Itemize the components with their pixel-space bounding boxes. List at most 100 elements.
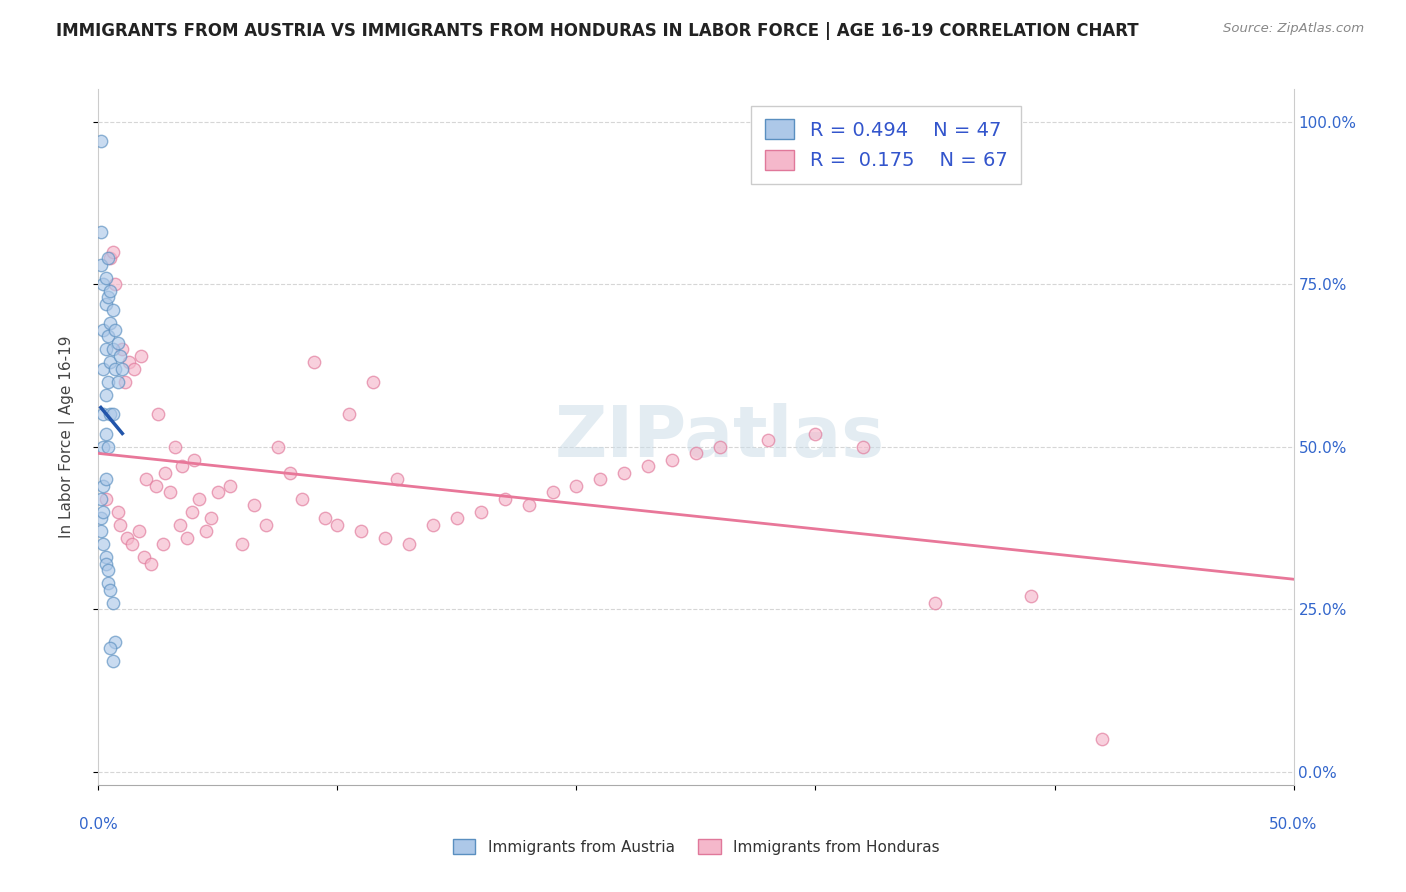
Text: ZIPatlas: ZIPatlas xyxy=(555,402,884,472)
Point xyxy=(163,440,186,454)
Point xyxy=(661,453,683,467)
Point xyxy=(709,440,731,454)
Point xyxy=(98,582,122,597)
Point xyxy=(374,531,396,545)
Point xyxy=(148,407,170,421)
Point xyxy=(302,355,325,369)
Point xyxy=(91,323,114,337)
Point xyxy=(107,505,129,519)
Point xyxy=(200,511,222,525)
Point xyxy=(517,499,540,513)
Point xyxy=(195,524,218,539)
Point xyxy=(104,277,127,292)
Point xyxy=(90,511,112,525)
Text: IMMIGRANTS FROM AUSTRIA VS IMMIGRANTS FROM HONDURAS IN LABOR FORCE | AGE 16-19 C: IMMIGRANTS FROM AUSTRIA VS IMMIGRANTS FR… xyxy=(56,22,1139,40)
Point xyxy=(94,550,117,565)
Point xyxy=(97,252,120,266)
Point xyxy=(90,225,112,239)
Point xyxy=(91,505,114,519)
Point xyxy=(94,297,117,311)
Point xyxy=(152,537,174,551)
Point xyxy=(107,375,129,389)
Point xyxy=(104,323,127,337)
Point xyxy=(291,491,314,506)
Point xyxy=(101,244,124,259)
Point xyxy=(94,343,117,357)
Text: Source: ZipAtlas.com: Source: ZipAtlas.com xyxy=(1223,22,1364,36)
Point xyxy=(398,537,420,551)
Point xyxy=(118,355,141,369)
Point xyxy=(101,343,124,357)
Point xyxy=(172,459,194,474)
Point xyxy=(108,349,131,363)
Point xyxy=(541,485,564,500)
Point xyxy=(94,472,117,486)
Point xyxy=(470,505,492,519)
Point xyxy=(685,446,707,460)
Point xyxy=(350,524,373,539)
Point xyxy=(111,343,134,357)
Point xyxy=(231,537,253,551)
Point xyxy=(98,284,122,298)
Point xyxy=(132,550,155,565)
Point xyxy=(924,596,946,610)
Point xyxy=(90,491,112,506)
Point xyxy=(128,524,150,539)
Point xyxy=(756,434,779,448)
Point xyxy=(446,511,468,525)
Point xyxy=(91,537,114,551)
Point xyxy=(565,479,588,493)
Point xyxy=(91,361,114,376)
Point xyxy=(267,440,290,454)
Point xyxy=(1019,590,1042,604)
Point xyxy=(135,472,157,486)
Point xyxy=(326,517,349,532)
Point xyxy=(339,407,361,421)
Point xyxy=(114,375,136,389)
Point xyxy=(98,316,122,330)
Point xyxy=(97,329,120,343)
Text: 0.0%: 0.0% xyxy=(79,817,118,832)
Point xyxy=(97,576,120,591)
Point xyxy=(107,335,129,350)
Point xyxy=(101,303,124,318)
Point xyxy=(90,258,112,272)
Point xyxy=(1091,732,1114,747)
Point xyxy=(91,277,114,292)
Point xyxy=(243,499,266,513)
Point xyxy=(852,440,875,454)
Point xyxy=(124,361,146,376)
Point xyxy=(90,134,112,148)
Point xyxy=(94,491,117,506)
Point xyxy=(98,252,122,266)
Point xyxy=(111,361,134,376)
Point xyxy=(94,388,117,402)
Point xyxy=(613,466,636,480)
Point xyxy=(207,485,229,500)
Point xyxy=(139,557,162,571)
Point xyxy=(315,511,337,525)
Point xyxy=(422,517,444,532)
Point xyxy=(98,641,122,656)
Point xyxy=(804,426,827,441)
Point xyxy=(101,654,124,668)
Point xyxy=(254,517,277,532)
Point xyxy=(278,466,301,480)
Point xyxy=(104,635,127,649)
Y-axis label: In Labor Force | Age 16-19: In Labor Force | Age 16-19 xyxy=(59,335,75,539)
Point xyxy=(94,270,117,285)
Point xyxy=(589,472,612,486)
Point xyxy=(98,407,122,421)
Point xyxy=(91,407,114,421)
Point xyxy=(180,505,202,519)
Point xyxy=(101,596,124,610)
Point xyxy=(159,485,181,500)
Text: 50.0%: 50.0% xyxy=(1270,817,1317,832)
Point xyxy=(97,290,120,304)
Legend: Immigrants from Austria, Immigrants from Honduras: Immigrants from Austria, Immigrants from… xyxy=(447,832,945,861)
Point xyxy=(219,479,242,493)
Point xyxy=(94,426,117,441)
Point xyxy=(363,375,385,389)
Point xyxy=(169,517,191,532)
Point xyxy=(115,531,138,545)
